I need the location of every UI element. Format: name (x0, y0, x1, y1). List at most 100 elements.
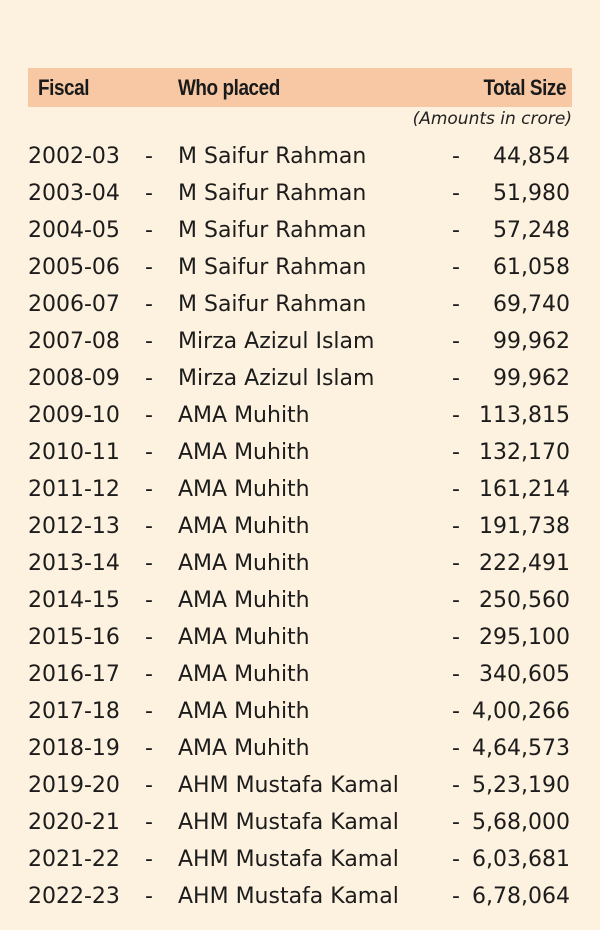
fiscal-year: 2020-21 (28, 810, 120, 835)
budget-amount: 44,854 (493, 144, 570, 169)
fiscal-year: 2005-06 (28, 255, 120, 280)
table-row: 2011-12- AMA Muhith -161,214 (0, 471, 600, 508)
table-row: 2020-21- AHM Mustafa Kamal -5,68,000 (0, 804, 600, 841)
budget-amount: 161,214 (479, 477, 570, 502)
row-separator: - (145, 218, 153, 243)
who-placed: AMA Muhith (178, 403, 310, 428)
budget-amount: 5,23,190 (472, 773, 570, 798)
budget-amount: 6,78,064 (472, 884, 570, 909)
who-placed: M Saifur Rahman (178, 144, 367, 169)
fiscal-year: 2016-17 (28, 662, 120, 687)
row-separator: - (452, 292, 460, 317)
who-placed: AHM Mustafa Kamal (178, 773, 399, 798)
fiscal-year: 2003-04 (28, 181, 120, 206)
row-separator: - (452, 662, 460, 687)
fiscal-year: 2004-05 (28, 218, 120, 243)
row-separator: - (145, 477, 153, 502)
budget-amount: 4,00,266 (472, 699, 570, 724)
fiscal-year: 2011-12 (28, 477, 120, 502)
who-placed: AMA Muhith (178, 736, 310, 761)
fiscal-year: 2002-03 (28, 144, 120, 169)
budget-amount: 4,64,573 (472, 736, 570, 761)
row-separator: - (452, 588, 460, 613)
row-separator: - (145, 847, 153, 872)
row-separator: - (452, 255, 460, 280)
row-separator: - (452, 736, 460, 761)
budget-amount: 5,68,000 (472, 810, 570, 835)
who-placed: Mirza Azizul Islam (178, 366, 375, 391)
who-placed: M Saifur Rahman (178, 255, 367, 280)
fiscal-year: 2019-20 (28, 773, 120, 798)
row-separator: - (145, 255, 153, 280)
who-placed: AMA Muhith (178, 588, 310, 613)
row-separator: - (145, 699, 153, 724)
row-separator: - (452, 403, 460, 428)
table-row: 2016-17- AMA Muhith -340,605 (0, 656, 600, 693)
fiscal-year: 2009-10 (28, 403, 120, 428)
who-placed: AMA Muhith (178, 551, 310, 576)
who-placed: AMA Muhith (178, 440, 310, 465)
row-separator: - (145, 625, 153, 650)
row-separator: - (145, 736, 153, 761)
fiscal-year: 2008-09 (28, 366, 120, 391)
table-row: 2005-06- M Saifur Rahman -61,058 (0, 249, 600, 286)
budget-amount: 191,738 (479, 514, 570, 539)
row-separator: - (452, 144, 460, 169)
table-row: 2007-08- Mirza Azizul Islam -99,962 (0, 323, 600, 360)
table-header: Fiscal Who placed Total Size (28, 68, 572, 107)
header-who-placed: Who placed (178, 75, 280, 100)
row-separator: - (145, 810, 153, 835)
row-separator: - (145, 292, 153, 317)
budget-amount: 6,03,681 (472, 847, 570, 872)
row-separator: - (145, 144, 153, 169)
row-separator: - (145, 551, 153, 576)
row-separator: - (145, 514, 153, 539)
row-separator: - (145, 329, 153, 354)
table-row: 2010-11- AMA Muhith -132,170 (0, 434, 600, 471)
table-row: 2003-04- M Saifur Rahman -51,980 (0, 175, 600, 212)
budget-amount: 250,560 (479, 588, 570, 613)
who-placed: AMA Muhith (178, 662, 310, 687)
budget-amount: 57,248 (493, 218, 570, 243)
fiscal-year: 2021-22 (28, 847, 120, 872)
fiscal-year: 2013-14 (28, 551, 120, 576)
table-row: 2019-20- AHM Mustafa Kamal -5,23,190 (0, 767, 600, 804)
budget-table-body: 2002-03- M Saifur Rahman -44,854 2003-04- M … (0, 138, 600, 915)
who-placed: Mirza Azizul Islam (178, 329, 375, 354)
budget-amount: 99,962 (493, 366, 570, 391)
row-separator: - (145, 662, 153, 687)
row-separator: - (452, 329, 460, 354)
row-separator: - (145, 440, 153, 465)
budget-amount: 69,740 (493, 292, 570, 317)
budget-amount: 113,815 (479, 403, 570, 428)
row-separator: - (452, 514, 460, 539)
fiscal-year: 2006-07 (28, 292, 120, 317)
table-row: 2009-10- AMA Muhith -113,815 (0, 397, 600, 434)
table-row: 2017-18- AMA Muhith -4,00,266 (0, 693, 600, 730)
row-separator: - (452, 847, 460, 872)
table-row: 2021-22- AHM Mustafa Kamal -6,03,681 (0, 841, 600, 878)
row-separator: - (452, 477, 460, 502)
row-separator: - (145, 181, 153, 206)
row-separator: - (452, 884, 460, 909)
row-separator: - (452, 810, 460, 835)
budget-amount: 61,058 (493, 255, 570, 280)
who-placed: AMA Muhith (178, 699, 310, 724)
who-placed: AMA Muhith (178, 625, 310, 650)
table-row: 2014-15- AMA Muhith -250,560 (0, 582, 600, 619)
fiscal-year: 2010-11 (28, 440, 120, 465)
table-row: 2004-05- M Saifur Rahman -57,248 (0, 212, 600, 249)
who-placed: AMA Muhith (178, 514, 310, 539)
who-placed: M Saifur Rahman (178, 292, 367, 317)
amount-unit-note: (Amounts in crore) (412, 109, 572, 129)
row-separator: - (452, 366, 460, 391)
who-placed: AHM Mustafa Kamal (178, 847, 399, 872)
row-separator: - (452, 551, 460, 576)
row-separator: - (145, 588, 153, 613)
table-row: 2008-09- Mirza Azizul Islam -99,962 (0, 360, 600, 397)
row-separator: - (145, 403, 153, 428)
row-separator: - (452, 181, 460, 206)
header-fiscal: Fiscal (38, 75, 90, 100)
budget-amount: 222,491 (479, 551, 570, 576)
budget-amount: 295,100 (479, 625, 570, 650)
